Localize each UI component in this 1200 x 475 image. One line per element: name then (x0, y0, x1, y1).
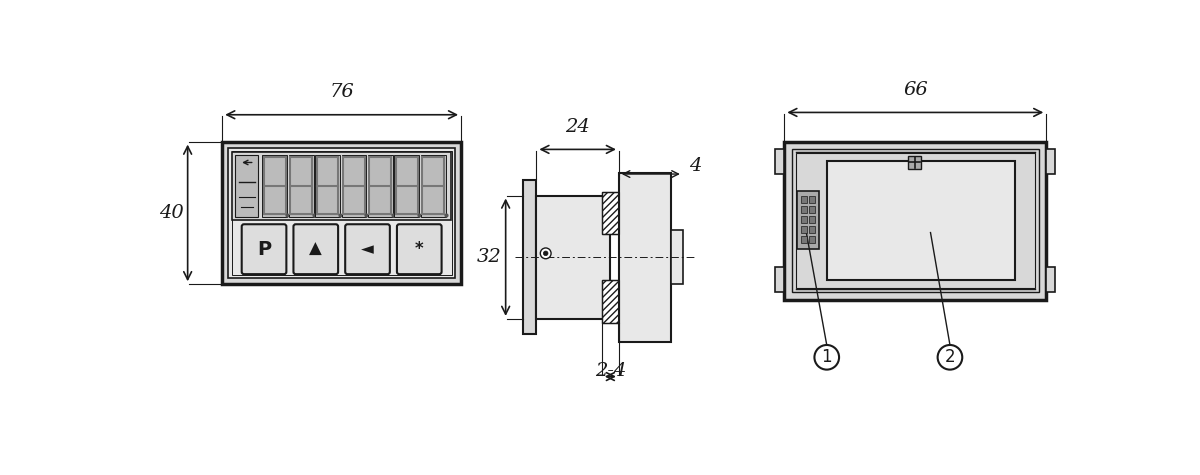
Bar (775, 150, 785, 174)
Bar (785, 142, 1046, 300)
Bar (800, 216, 806, 223)
Bar (792, 150, 1038, 292)
Circle shape (544, 251, 548, 256)
Bar (602, 280, 619, 323)
Bar (671, 230, 683, 284)
Bar (800, 236, 806, 243)
Text: 24: 24 (565, 117, 590, 135)
Bar (395, 155, 419, 217)
Bar (800, 206, 806, 212)
Text: 4: 4 (689, 157, 701, 175)
Bar (798, 191, 820, 249)
Bar (289, 155, 313, 217)
Circle shape (815, 345, 839, 370)
Bar (536, 196, 610, 319)
Bar (421, 155, 445, 217)
Bar (619, 172, 671, 342)
Text: *: * (415, 240, 424, 258)
Text: ▲: ▲ (310, 240, 322, 258)
Text: 1: 1 (822, 348, 832, 366)
Text: 2: 2 (944, 348, 955, 366)
Bar (232, 151, 451, 275)
Bar (809, 216, 815, 223)
Bar (827, 161, 1015, 280)
Text: 2-4: 2-4 (595, 362, 626, 380)
Bar (522, 180, 536, 334)
Text: 66: 66 (902, 81, 928, 99)
Bar (316, 155, 340, 217)
Bar (1046, 267, 1056, 292)
Bar (235, 155, 258, 217)
Circle shape (540, 248, 551, 259)
Bar (228, 148, 455, 278)
Text: 32: 32 (478, 248, 502, 266)
Bar (602, 280, 619, 323)
Text: 40: 40 (160, 204, 184, 222)
FancyBboxPatch shape (241, 224, 287, 274)
Bar (368, 155, 392, 217)
FancyBboxPatch shape (294, 224, 338, 274)
Text: P: P (257, 240, 271, 259)
Text: 76: 76 (329, 83, 354, 101)
Bar (222, 142, 461, 284)
Bar (602, 192, 619, 234)
Bar (809, 226, 815, 233)
Circle shape (937, 345, 962, 370)
Bar (809, 206, 815, 212)
Bar (263, 155, 287, 217)
Text: ◄: ◄ (361, 240, 374, 258)
Bar (233, 152, 451, 219)
Bar (809, 196, 815, 202)
Bar (796, 153, 1034, 288)
Bar (800, 226, 806, 233)
Bar (342, 155, 366, 217)
Bar (775, 267, 785, 292)
Bar (809, 236, 815, 243)
Bar (602, 192, 619, 234)
Bar (800, 196, 806, 202)
FancyBboxPatch shape (346, 224, 390, 274)
FancyBboxPatch shape (397, 224, 442, 274)
Bar (907, 155, 922, 170)
Bar (1046, 150, 1056, 174)
